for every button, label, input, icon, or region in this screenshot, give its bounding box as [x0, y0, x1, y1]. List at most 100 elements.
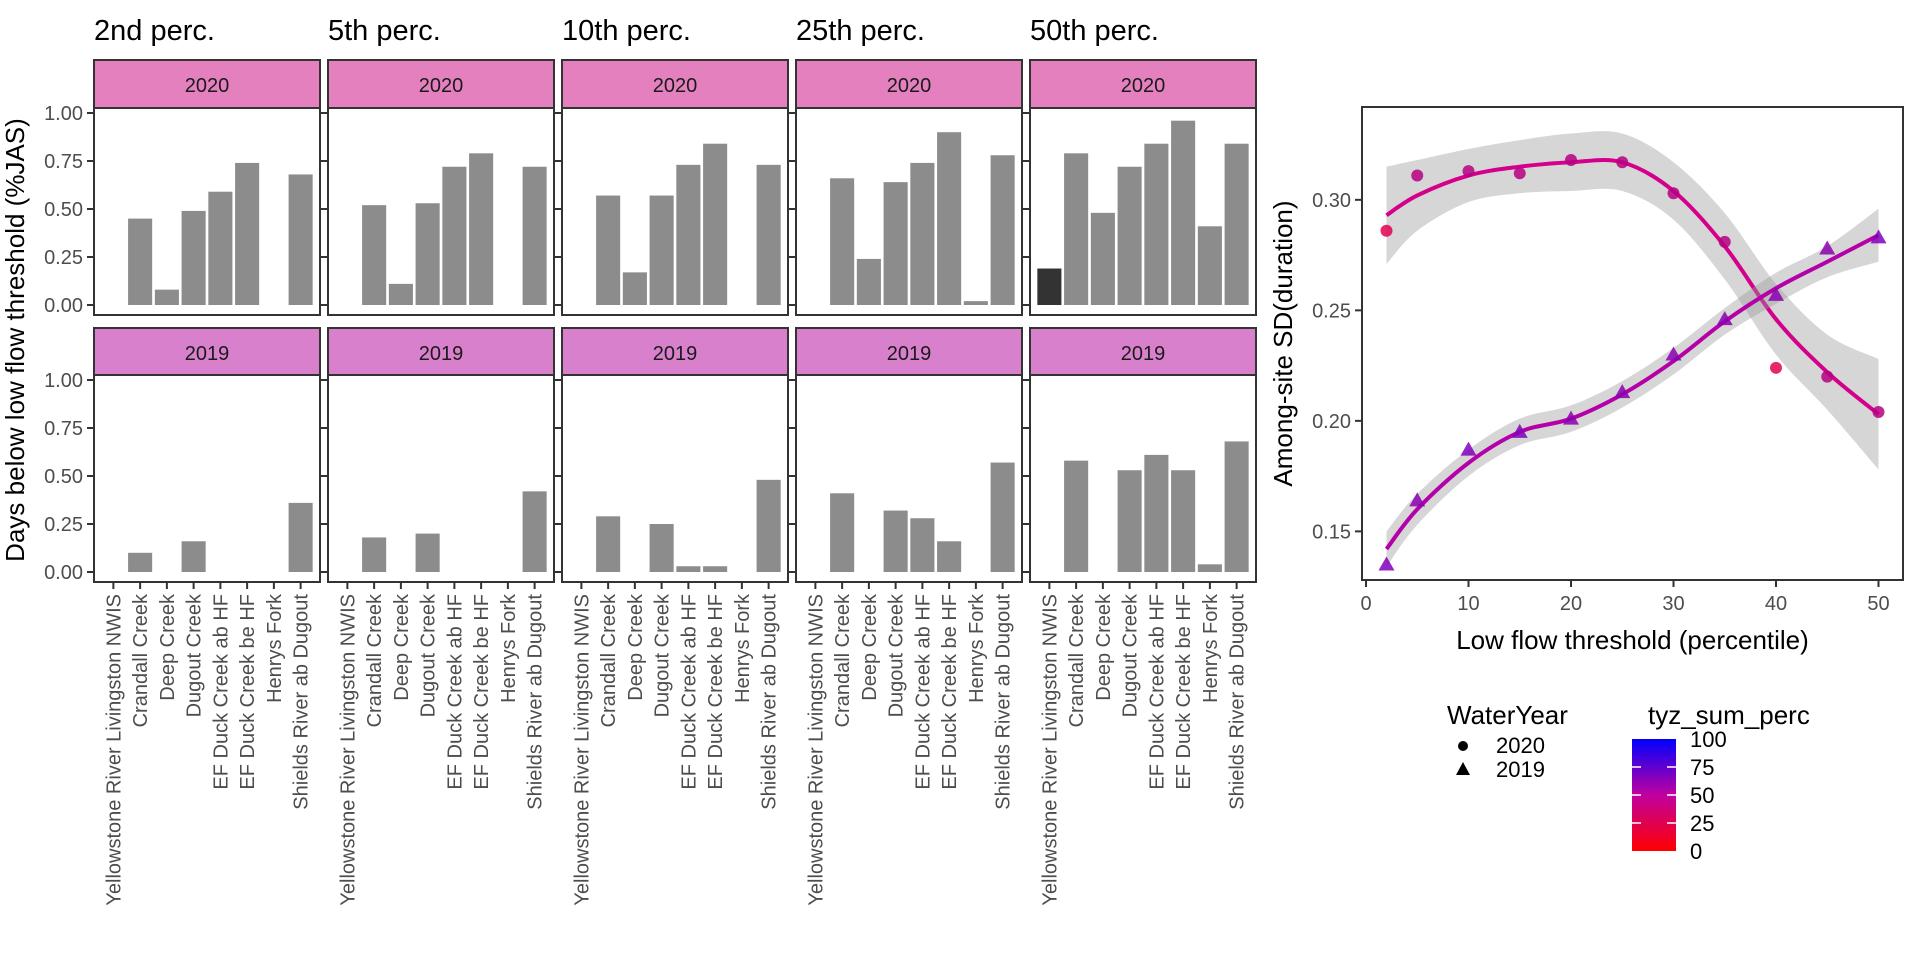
panel-border [795, 107, 1023, 316]
panel-border [561, 107, 789, 316]
facet-strip-label: 2020 [1121, 75, 1166, 97]
x-tick-label: EF Duck Creek ab HF [210, 594, 232, 790]
x-tick-label: Shields River ab Dugout [1227, 594, 1249, 810]
bar-dugout-creek [883, 510, 908, 572]
x-tick-label: Crandall Creek [1066, 593, 1088, 727]
bar-crandall-creek [128, 218, 153, 305]
bar-dugout-creek [1117, 166, 1142, 305]
y-tick-label: 1.00 [44, 370, 83, 392]
facet-panel-2019-1: 2019 Yellowstone River Livingston NWIS Cra… [321, 327, 555, 906]
data-point [1718, 235, 1731, 248]
bar-ef-duck-creek-be-hf [937, 541, 962, 572]
x-tick-label: Crandall Creek [598, 593, 620, 727]
bar-ef-duck-creek-be-hf [937, 132, 962, 305]
facet-strip [93, 327, 321, 376]
x-tick-label: Deep Creek [1093, 593, 1115, 701]
colorbar-label: 25 [1690, 811, 1714, 836]
facet-panel-2020-2: 2020 [555, 59, 789, 316]
data-point [1667, 187, 1680, 200]
panel-border [1029, 374, 1257, 583]
y-tick-label: 1.00 [44, 103, 83, 125]
facet-panel-2020-3: 2020 [789, 59, 1023, 316]
x-tick-label: EF Duck Creek ab HF [912, 594, 934, 790]
panel-background [94, 108, 320, 315]
y-tick-label: 0.75 [44, 418, 83, 440]
facet-column-title: 50th perc. [1030, 15, 1159, 47]
bar-shields-river-ab-dugout [990, 462, 1015, 572]
x-tick-label: Yellowstone River Livingston NWIS [571, 594, 593, 906]
bar-shields-river-ab-dugout [756, 164, 781, 305]
bar-dugout-creek [181, 541, 206, 572]
bar-ef-duck-creek-ab-hf [1144, 454, 1169, 572]
data-point [1460, 441, 1477, 456]
x-tick-label: Dugout Creek [184, 593, 206, 717]
data-point [1511, 423, 1528, 438]
data-point [1821, 370, 1834, 383]
bar-crandall-creek [1064, 153, 1089, 305]
legend-circle-icon [1458, 741, 1468, 751]
data-point [1716, 311, 1733, 326]
facet-strip [1029, 327, 1257, 376]
facet-strip-label: 2019 [185, 343, 230, 365]
x-tick-label: Dugout Creek [886, 593, 908, 717]
x-tick-label: Henrys Fork [264, 593, 286, 703]
facet-panel-2019-0: 2019 0.00 0.25 0.50 0.75 1.00 Yellowstone Rive… [44, 327, 321, 906]
bar-crandall-creek [596, 195, 621, 305]
bar-y-axis-label: Days below low flow threshold (%JAS) [0, 118, 30, 562]
x-tick-label: EF Duck Creek be HF [471, 594, 493, 790]
bar-shields-river-ab-dugout [522, 166, 547, 305]
bar-shields-river-ab-dugout [1224, 441, 1249, 572]
facet-column-title: 5th perc. [328, 15, 441, 47]
data-point [1870, 229, 1887, 244]
x-tick-label: 20 [1560, 593, 1582, 615]
facet-strip [93, 59, 321, 109]
bar-crandall-creek [830, 178, 855, 305]
x-tick-label: Shields River ab Dugout [525, 594, 547, 810]
panel-background [94, 375, 320, 582]
bar-deep-creek [622, 272, 647, 305]
panel-border [327, 107, 555, 316]
x-tick-label: 10 [1457, 593, 1479, 615]
y-tick-label: 0.75 [44, 151, 83, 173]
bar-dugout-creek [415, 533, 440, 572]
x-tick-label: Yellowstone River Livingston NWIS [805, 594, 827, 906]
panel-background [796, 375, 1022, 582]
legend-label: 2020 [1496, 733, 1545, 758]
bar-shields-river-ab-dugout [756, 479, 781, 572]
bar-deep-creek [856, 258, 881, 305]
bar-ef-duck-creek-ab-hf [910, 162, 935, 305]
x-tick-label: EF Duck Creek ab HF [678, 594, 700, 790]
x-tick-label: EF Duck Creek be HF [705, 594, 727, 790]
y-tick-label: 0.50 [44, 199, 83, 221]
data-point [1380, 224, 1393, 237]
panel-border [1029, 107, 1257, 316]
x-axis-label: Low flow threshold (percentile) [1456, 625, 1809, 655]
facet-column-title: 25th perc. [796, 15, 925, 47]
facet-strip-label: 2019 [653, 343, 698, 365]
x-tick-label: Shields River ab Dugout [291, 594, 313, 810]
x-tick-label: EF Duck Creek ab HF [444, 594, 466, 790]
bar-ef-duck-creek-be-hf [703, 143, 728, 305]
bar-deep-creek [154, 289, 179, 305]
series-2019 [1378, 208, 1887, 571]
x-tick-label: EF Duck Creek ab HF [1146, 594, 1168, 790]
legend-triangle-icon [1456, 762, 1470, 775]
x-tick-label: Yellowstone River Livingston NWIS [1039, 594, 1061, 906]
data-point [1665, 346, 1682, 361]
x-tick-label: Henrys Fork [732, 593, 754, 703]
data-point [1513, 167, 1526, 180]
facet-strip-label: 2020 [185, 75, 230, 97]
facet-strip [1029, 59, 1257, 109]
data-point [1563, 410, 1579, 425]
x-tick-label: Dugout Creek [652, 593, 674, 717]
x-tick-label: Henrys Fork [498, 593, 520, 703]
bar-shields-river-ab-dugout [288, 174, 313, 305]
facet-panel-2020-1: 2020 [321, 59, 555, 316]
x-tick-label: Deep Creek [391, 593, 413, 701]
data-point [1872, 406, 1885, 419]
x-tick-label: Deep Creek [625, 593, 647, 701]
x-tick-label: Deep Creek [157, 593, 179, 701]
x-tick-label: Crandall Creek [832, 593, 854, 727]
facet-strip [561, 327, 789, 376]
